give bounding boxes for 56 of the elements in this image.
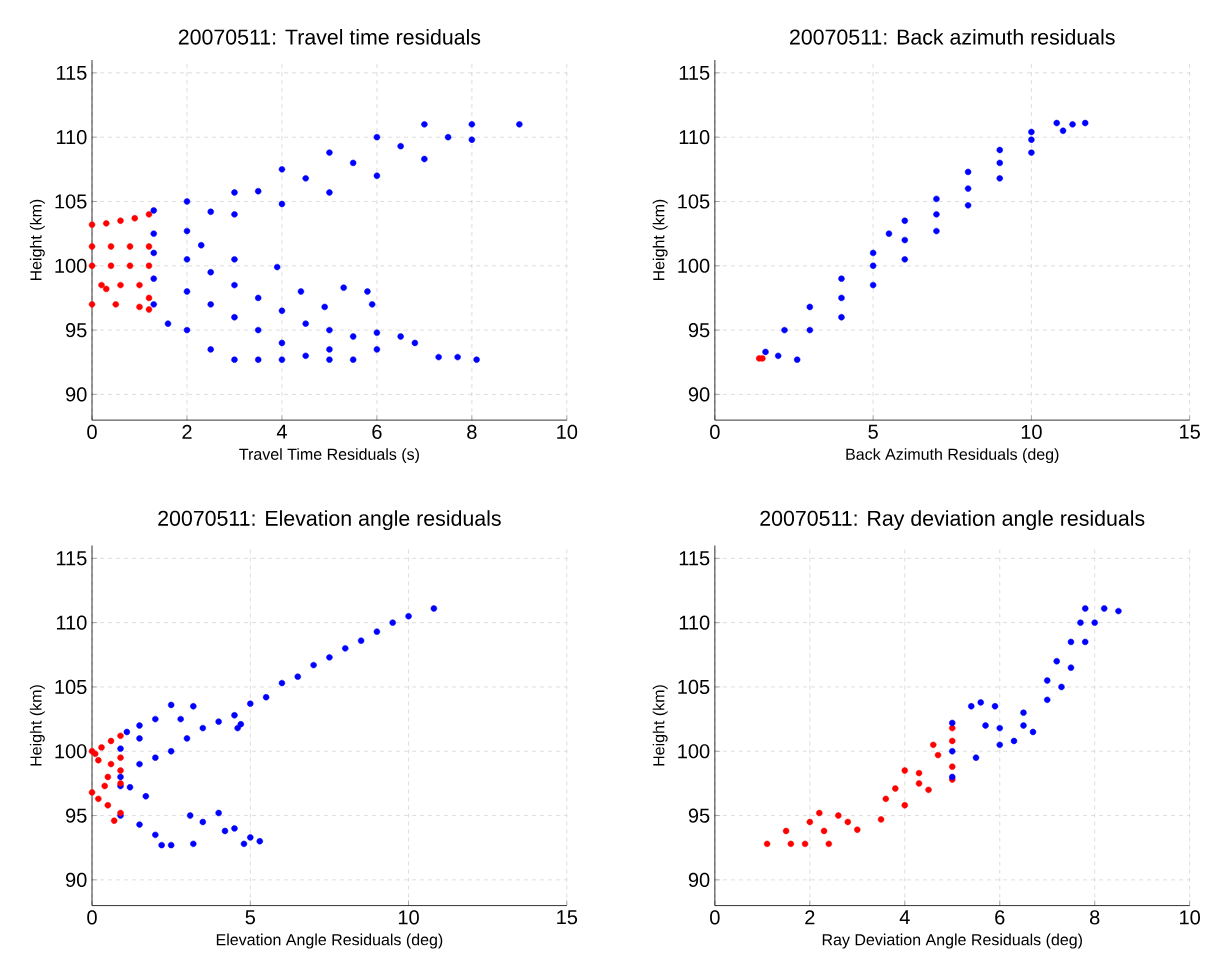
y-tick-label: 110 [679,615,710,630]
y-tick-label: 90 [688,387,710,402]
y-tick-label: 115 [679,65,710,80]
x-axis-title: Elevation Angle Residuals (deg) [216,933,443,949]
x-axis-title: Back Azimuth Residuals (deg) [846,448,1059,463]
x-axis-title: Travel Time Residuals (s) [239,448,419,463]
chart-title: 20070511: Travel time residuals [178,28,481,45]
y-tick-label: 90 [66,872,87,887]
x-axis-title: Ray Deviation Angle Residuals (deg) [822,933,1082,949]
x-tick-label: 5 [868,424,878,439]
y-tick-label: 100 [678,258,710,273]
x-tick-label: 10 [398,910,419,925]
x-tick-label: 4 [276,424,287,439]
x-tick-label: 0 [87,424,97,439]
y-tick-label: 115 [679,551,710,566]
y-axis-title: Height (km) [652,199,668,280]
y-tick-label: 100 [678,744,710,759]
x-tick-label: 0 [710,424,720,439]
x-tick-label: 0 [87,910,97,925]
y-tick-label: 105 [678,679,710,694]
y-tick-label: 110 [56,615,87,630]
y-tick-label: 95 [688,808,710,823]
chart-title: 20070511: Ray deviation angle residuals [760,510,1145,530]
y-tick-label: 90 [688,872,710,887]
x-tick-label: 5 [245,910,256,925]
y-tick-label: 105 [55,194,87,209]
x-tick-label: 2 [805,910,815,925]
y-tick-label: 90 [66,387,87,402]
y-tick-label: 95 [66,808,87,823]
y-axis-title: Height (km) [29,685,45,766]
y-tick-label: 110 [679,129,710,145]
y-tick-label: 100 [55,744,87,759]
y-tick-label: 95 [66,322,87,338]
x-tick-label: 10 [557,424,578,439]
y-tick-label: 110 [56,129,87,145]
x-tick-label: 8 [467,424,477,439]
x-tick-label: 10 [1180,910,1200,925]
x-tick-label: 6 [372,424,382,439]
y-axis-title: Height (km) [29,199,45,280]
x-tick-label: 2 [182,424,192,439]
y-tick-label: 100 [55,258,87,273]
x-tick-label: 0 [710,910,720,925]
x-tick-label: 10 [1021,424,1042,439]
x-tick-label: 15 [1180,424,1200,439]
y-tick-label: 115 [56,551,87,566]
y-tick-label: 115 [56,65,87,80]
x-tick-label: 8 [1090,910,1100,925]
y-tick-label: 95 [688,322,710,338]
x-tick-label: 15 [557,910,578,925]
chart-title: 20070511: Elevation angle residuals [158,510,501,530]
x-tick-label: 6 [995,910,1005,925]
y-tick-label: 105 [55,679,87,694]
x-tick-label: 4 [899,910,910,924]
y-axis-title: Height (km) [652,685,668,766]
y-tick-label: 105 [678,194,710,209]
chart-title: 20070511: Back azimuth residuals [790,28,1115,45]
